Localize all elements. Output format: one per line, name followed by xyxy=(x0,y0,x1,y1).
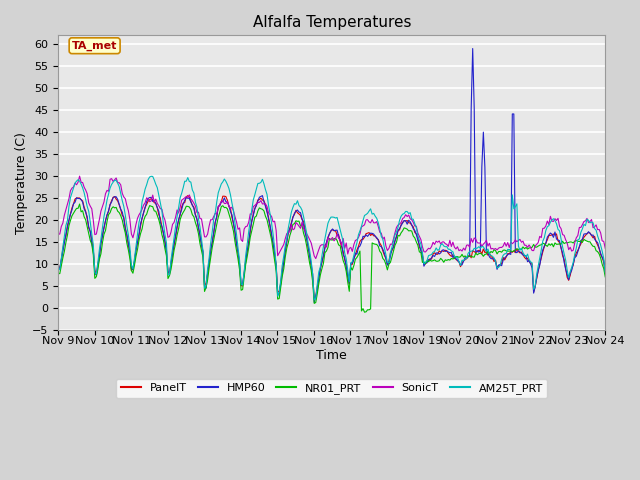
Title: Alfalfa Temperatures: Alfalfa Temperatures xyxy=(253,15,411,30)
Y-axis label: Temperature (C): Temperature (C) xyxy=(15,132,28,234)
X-axis label: Time: Time xyxy=(316,349,347,362)
Legend: PanelT, HMP60, NR01_PRT, SonicT, AM25T_PRT: PanelT, HMP60, NR01_PRT, SonicT, AM25T_P… xyxy=(116,379,547,398)
Text: TA_met: TA_met xyxy=(72,41,117,51)
